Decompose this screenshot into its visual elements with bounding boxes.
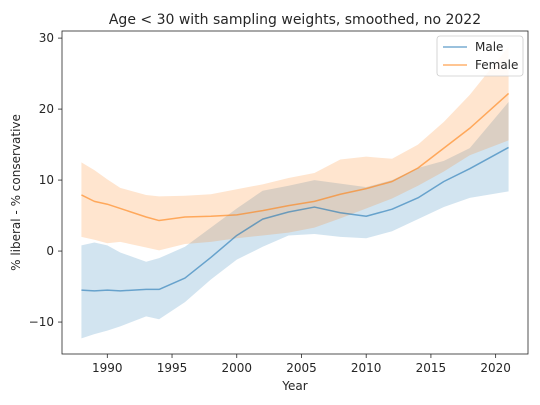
y-tick-label: 20 — [39, 102, 54, 116]
female-series-line — [81, 92, 510, 222]
y-axis: −10 0 10 20 30 — [29, 31, 62, 329]
legend-box — [436, 35, 524, 77]
x-tick-label: 2020 — [480, 361, 511, 375]
x-axis-label: Year — [281, 379, 307, 393]
y-tick-label: −10 — [29, 315, 54, 329]
y-tick-label: 10 — [39, 173, 54, 187]
y-tick-label: 30 — [39, 31, 54, 45]
legend-label-female: Female — [475, 58, 518, 72]
chart-title: Age < 30 with sampling weights, smoothed… — [109, 12, 481, 28]
x-tick-label: 2010 — [351, 361, 382, 375]
x-tick-label: 1995 — [157, 361, 188, 375]
x-tick-label: 2015 — [416, 361, 447, 375]
female-confidence-band — [81, 46, 509, 251]
x-tick-label: 2005 — [286, 361, 317, 375]
x-axis: 1990 1995 2000 2005 2010 2015 2020 — [92, 354, 511, 375]
legend-label-male: Male — [475, 40, 503, 54]
x-tick-label: 1990 — [92, 361, 123, 375]
legend: Male Female — [436, 35, 524, 77]
male-series-line — [81, 146, 509, 292]
male-confidence-band — [81, 101, 509, 339]
y-axis-label: % liberal - % conservative — [9, 114, 23, 271]
series-lines — [81, 92, 510, 292]
confidence-bands — [81, 46, 509, 339]
plot-frame — [61, 30, 529, 355]
y-tick-label: 0 — [46, 244, 54, 258]
x-tick-label: 2000 — [221, 361, 252, 375]
